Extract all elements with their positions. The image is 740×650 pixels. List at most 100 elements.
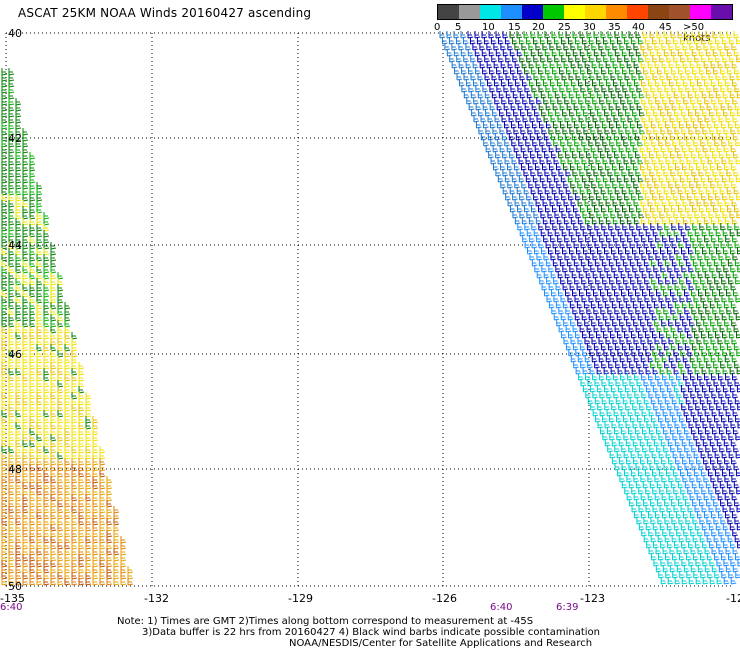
wind-barb	[113, 536, 120, 544]
wind-barb	[596, 91, 603, 99]
wind-barb	[477, 91, 484, 99]
wind-barb	[555, 283, 562, 291]
wind-barb	[591, 199, 598, 207]
wind-barb	[657, 259, 664, 267]
wind-barb	[467, 49, 474, 57]
wind-barb	[604, 439, 611, 447]
wind-barb	[36, 260, 43, 268]
wind-barb	[660, 559, 666, 567]
wind-barb	[533, 73, 540, 81]
wind-barb	[697, 529, 703, 537]
wind-barb	[685, 67, 691, 75]
wind-barb	[15, 170, 22, 178]
wind-barb	[707, 157, 714, 165]
wind-barb	[641, 235, 647, 243]
wind-barb	[1, 98, 8, 106]
wind-barb	[581, 313, 588, 321]
wind-barb	[652, 331, 658, 339]
wind-barb	[730, 127, 736, 135]
wind-barb	[50, 548, 57, 556]
wind-barb	[50, 506, 57, 514]
wind-barb	[714, 277, 720, 285]
wind-barb	[584, 199, 591, 207]
wind-barb	[683, 115, 690, 123]
wind-barb	[57, 344, 64, 352]
wind-barb	[454, 67, 460, 75]
wind-barb	[691, 49, 698, 57]
wind-barb	[657, 121, 664, 129]
wind-barb	[71, 500, 78, 508]
wind-barb	[71, 482, 78, 490]
wind-barb	[22, 284, 29, 292]
wind-barb	[698, 463, 705, 471]
wind-barb	[15, 530, 22, 538]
wind-barb	[670, 205, 677, 213]
wind-barb	[596, 193, 602, 201]
wind-barb	[71, 344, 78, 352]
wind-barb	[734, 499, 740, 507]
wind-barb	[583, 109, 589, 117]
wind-barb	[43, 266, 50, 274]
wind-barb	[668, 217, 675, 225]
wind-barb	[689, 217, 696, 225]
wind-barb	[85, 440, 92, 448]
wind-barb	[671, 241, 678, 249]
wind-barb	[22, 500, 29, 508]
wind-barb	[697, 235, 703, 243]
wind-barb	[562, 247, 568, 255]
wind-barb	[651, 451, 658, 459]
wind-barb	[446, 31, 453, 39]
wind-barb	[50, 578, 57, 586]
wind-barb	[667, 403, 673, 411]
wind-barb	[78, 422, 85, 430]
wind-barb	[651, 139, 657, 147]
wind-barb	[71, 524, 78, 532]
wind-barb	[706, 85, 712, 93]
wind-barb	[622, 361, 628, 369]
wind-barb	[683, 373, 689, 381]
wind-barb	[604, 145, 611, 153]
wind-barb	[15, 272, 22, 280]
wind-barb	[697, 271, 704, 279]
wind-barb	[8, 452, 15, 460]
wind-barb	[711, 427, 718, 435]
wind-barb	[643, 361, 649, 369]
wind-barb	[8, 326, 15, 334]
wind-barb	[562, 265, 568, 273]
wind-barb	[50, 266, 57, 274]
wind-barb	[639, 421, 646, 429]
wind-barb	[569, 283, 576, 291]
wind-barb	[607, 307, 613, 315]
wind-barb	[1, 560, 8, 568]
wind-barb	[677, 49, 684, 57]
wind-barb	[697, 253, 704, 261]
wind-barb	[597, 421, 604, 429]
wind-barb	[64, 506, 71, 514]
wind-barb	[585, 235, 591, 243]
wind-barb	[594, 397, 601, 405]
wind-barb	[57, 458, 64, 466]
wind-barb	[606, 235, 612, 243]
legend-swatch	[711, 5, 732, 19]
wind-barb	[674, 559, 680, 567]
wind-barb	[732, 427, 739, 435]
wind-barb	[631, 331, 637, 339]
wind-barb	[543, 253, 550, 261]
wind-barb	[654, 79, 661, 87]
wind-barb	[57, 476, 64, 484]
wind-barb	[1, 404, 8, 412]
wind-barb	[92, 530, 99, 538]
wind-barb	[657, 517, 663, 525]
wind-barb	[502, 49, 509, 57]
wind-barb	[668, 511, 675, 519]
wind-barb	[99, 470, 106, 478]
wind-barb	[85, 416, 92, 424]
wind-barb	[687, 367, 694, 375]
wind-barb	[616, 277, 622, 285]
wind-barb	[611, 421, 618, 429]
wind-barb	[616, 295, 623, 303]
wind-barb	[734, 379, 740, 387]
legend-tick-label: >50 knots	[683, 22, 711, 44]
wind-barb	[633, 457, 639, 465]
wind-barb	[716, 421, 723, 429]
